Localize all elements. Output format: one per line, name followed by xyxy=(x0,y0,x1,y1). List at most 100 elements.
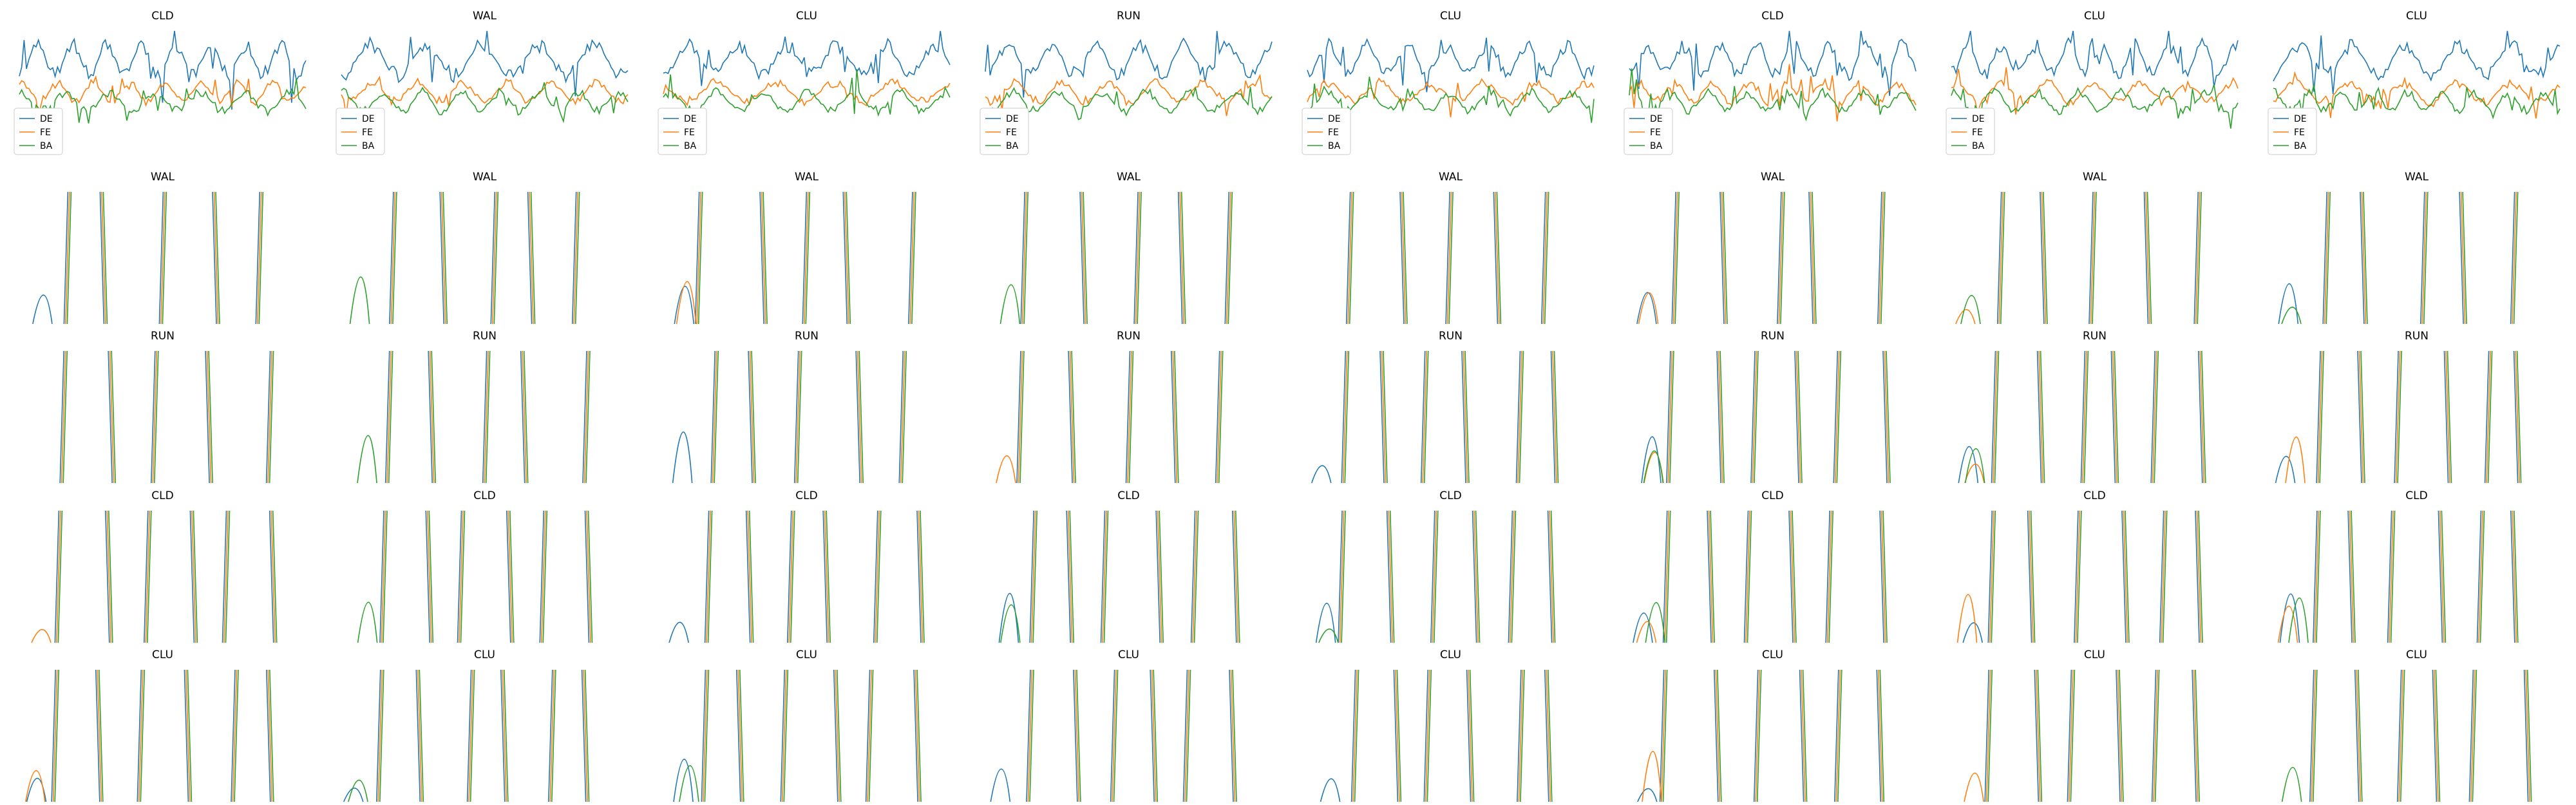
legend-label-fe: FE xyxy=(362,128,373,138)
series-line-de xyxy=(674,191,913,325)
subplot-title: CLU xyxy=(2084,10,2105,23)
legend-label-fe: FE xyxy=(684,128,695,138)
series-line-de xyxy=(379,510,590,643)
series-line-ba xyxy=(714,350,907,484)
subplot-title: CLU xyxy=(2406,649,2427,661)
series-line-ba xyxy=(1000,510,1240,643)
series-line-ba xyxy=(1674,191,1886,325)
series-line-ba xyxy=(2288,510,2519,643)
subplot-r2-c8: WAL xyxy=(2278,171,2519,325)
series-line-fe xyxy=(377,669,588,802)
series-line-fe xyxy=(1030,510,1239,643)
subplot-r3-c6: RUN xyxy=(1641,330,1891,484)
legend-frame xyxy=(980,108,1029,155)
series-line-fe xyxy=(2277,510,2517,643)
subplot-r4-c1: CLD xyxy=(31,489,278,643)
subplot-title: CLU xyxy=(796,10,817,23)
subplot-r3-c5: RUN xyxy=(1311,330,1559,484)
subplot-r1-c2: WAL DE FE BA xyxy=(336,10,629,155)
series-line-de xyxy=(59,350,271,484)
series-line-fe xyxy=(1643,350,1889,484)
series-line-fe xyxy=(31,510,276,643)
subplot-r4-c5: CLD xyxy=(1315,489,1556,643)
subplot-r4-c4: CLD xyxy=(998,489,1240,643)
series-line-de xyxy=(1984,669,2197,802)
subplot-title: RUN xyxy=(1117,330,1141,343)
series-line-fe xyxy=(1964,350,2205,484)
legend: DE FE BA xyxy=(1302,108,1351,155)
subplot-r1-c1: CLD DE FE BA xyxy=(14,10,307,155)
subplot-title: CLU xyxy=(2406,10,2427,23)
series-line-ba xyxy=(1951,84,2239,129)
legend-label-de: DE xyxy=(362,114,375,124)
subplot-r1-c6: CLD DE FE BA xyxy=(1624,10,1917,155)
series-line-de xyxy=(1307,37,1595,93)
series-line-de xyxy=(2278,191,2515,325)
series-line-fe xyxy=(1636,510,1886,643)
series-line-ba xyxy=(1318,510,1556,643)
legend: DE FE BA xyxy=(336,108,385,155)
subplot-r5-c5: CLU xyxy=(1320,649,1553,802)
legend-frame xyxy=(658,108,707,155)
series-line-de xyxy=(1962,510,2200,643)
subplot-title: WAL xyxy=(1439,171,1463,184)
series-line-fe xyxy=(1343,350,1557,484)
legend-label-de: DE xyxy=(1650,114,1663,124)
legend-label-fe: FE xyxy=(1972,128,1983,138)
subplot-r5-c8: CLU xyxy=(2281,649,2532,802)
legend-frame xyxy=(1302,108,1351,155)
series-line-fe xyxy=(341,75,629,116)
series-line-ba xyxy=(66,191,264,325)
legend-label-ba: BA xyxy=(2294,141,2307,151)
subplot-title: WAL xyxy=(1117,171,1141,184)
subplot-title: RUN xyxy=(151,330,175,343)
subplot-r4-c2: CLD xyxy=(357,489,593,643)
series-line-de xyxy=(1636,191,1882,325)
series-line-fe xyxy=(2285,350,2520,484)
subplot-r3-c2: RUN xyxy=(357,330,591,484)
series-line-ba xyxy=(1987,669,2200,802)
series-line-ba xyxy=(57,510,278,643)
subplot-title: CLD xyxy=(1117,489,1139,502)
series-line-fe xyxy=(1642,669,1883,802)
series-line-fe xyxy=(1629,64,1917,122)
series-line-de xyxy=(2309,669,2529,802)
series-line-ba xyxy=(341,82,629,124)
series-line-ba xyxy=(1643,350,1891,484)
subplot-r4-c7: CLD xyxy=(1956,489,2203,643)
subplot-r3-c4: RUN xyxy=(996,330,1224,484)
series-line-ba xyxy=(1662,669,1885,802)
subplot-r2-c3: WAL xyxy=(674,171,916,325)
subplot-title: WAL xyxy=(1761,171,1785,184)
subplot-r4-c6: CLD xyxy=(1633,489,1888,643)
subplot-title: CLD xyxy=(151,489,173,502)
subplot-r4-c8: CLD xyxy=(2277,489,2519,643)
series-line-de xyxy=(672,350,904,484)
series-line-fe xyxy=(1964,669,2199,802)
series-line-fe xyxy=(1339,510,1554,643)
series-line-fe xyxy=(1021,191,1231,325)
subplot-r2-c4: WAL xyxy=(999,171,1233,325)
series-line-ba xyxy=(1019,350,1224,484)
legend-label-fe: FE xyxy=(2294,128,2305,138)
legend: DE FE BA xyxy=(1946,108,1995,155)
series-line-ba xyxy=(1029,669,1237,802)
series-line-fe xyxy=(2273,71,2561,119)
series-line-ba xyxy=(1307,76,1595,127)
series-line-fe xyxy=(676,191,915,325)
series-line-de xyxy=(341,30,629,97)
series-line-ba xyxy=(54,669,274,802)
series-line-de xyxy=(1633,510,1884,643)
subplot-title: CLU xyxy=(1440,649,1461,661)
legend-frame xyxy=(2268,108,2317,155)
series-line-de xyxy=(1629,30,1917,96)
series-line-de xyxy=(26,669,271,802)
subplot-title: WAL xyxy=(151,171,175,184)
series-line-ba xyxy=(1960,191,2202,325)
series-line-de xyxy=(1641,350,1888,484)
subplot-r1-c5: CLU DE FE BA xyxy=(1302,10,1595,155)
series-line-de xyxy=(2279,510,2515,643)
series-line-ba xyxy=(62,350,274,484)
series-line-de xyxy=(1320,669,1549,802)
